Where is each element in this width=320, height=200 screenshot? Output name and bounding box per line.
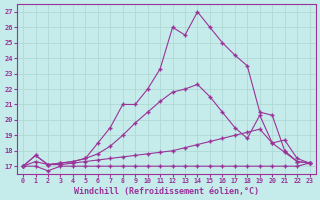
X-axis label: Windchill (Refroidissement éolien,°C): Windchill (Refroidissement éolien,°C)	[74, 187, 259, 196]
